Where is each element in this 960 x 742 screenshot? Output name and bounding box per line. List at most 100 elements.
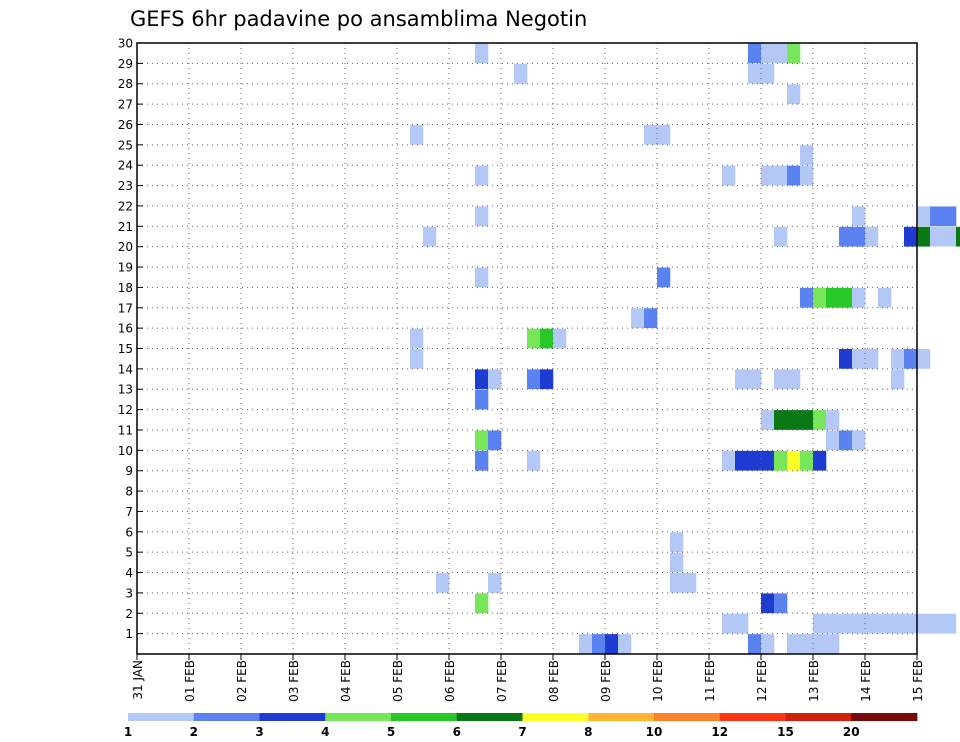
heatmap-cell bbox=[839, 613, 853, 634]
heatmap-cell bbox=[800, 165, 814, 186]
y-tick-label: 1 bbox=[125, 627, 133, 641]
heatmap-cell bbox=[722, 450, 736, 471]
colorbar-swatch bbox=[259, 713, 326, 721]
colorbar-swatch bbox=[193, 713, 260, 721]
colorbar-swatch bbox=[654, 713, 721, 721]
x-tick-label: 08 FEB bbox=[547, 660, 561, 702]
heatmap-cell bbox=[930, 613, 944, 634]
heatmap-cell bbox=[644, 308, 658, 329]
x-tick-label: 31 JAN bbox=[131, 660, 145, 700]
heatmap-cell bbox=[475, 430, 489, 451]
heatmap-cell bbox=[930, 206, 944, 227]
heatmap-cell bbox=[657, 267, 671, 288]
heatmap-cell bbox=[761, 63, 775, 84]
y-tick-label: 18 bbox=[118, 281, 133, 295]
heatmap-cell bbox=[761, 43, 775, 64]
heatmap-cell bbox=[852, 349, 866, 369]
colorbar-label: 10 bbox=[646, 725, 663, 739]
heatmap-cell bbox=[423, 226, 437, 247]
colorbar-label: 15 bbox=[777, 725, 794, 739]
x-tick-label: 05 FEB bbox=[391, 660, 405, 702]
x-axis: 31 JAN 01 FEB 02 FEB 03 FEB 04 FEB 05 FEB 06 F… bbox=[131, 654, 925, 702]
heatmap-cell bbox=[540, 328, 554, 349]
heatmap-cell bbox=[943, 226, 957, 247]
y-tick-label: 26 bbox=[118, 118, 133, 132]
heatmap-cell bbox=[748, 43, 762, 64]
heatmap-cell bbox=[826, 430, 840, 451]
y-tick-label: 10 bbox=[118, 444, 133, 458]
colorbar-label: 7 bbox=[518, 725, 526, 739]
heatmap-cell bbox=[475, 165, 489, 186]
heatmap-cell bbox=[670, 552, 684, 573]
heatmap-cell bbox=[813, 613, 827, 634]
heatmap-cell bbox=[774, 369, 788, 390]
heatmap-cell bbox=[605, 634, 619, 654]
x-tick-label: 13 FEB bbox=[807, 660, 821, 702]
y-tick-label: 23 bbox=[118, 179, 133, 193]
colorbar-label: 12 bbox=[711, 725, 728, 739]
heatmap-cell bbox=[800, 145, 814, 166]
heatmap-cell bbox=[943, 206, 957, 227]
y-tick-label: 5 bbox=[125, 546, 133, 560]
x-tick-label: 11 FEB bbox=[703, 660, 717, 702]
heatmap-cell bbox=[540, 369, 554, 390]
heatmap-cell bbox=[722, 613, 736, 634]
heatmap-cell bbox=[891, 349, 905, 369]
colorbar-swatch bbox=[851, 713, 918, 721]
heatmap-cell bbox=[930, 226, 944, 247]
heatmap-cell bbox=[839, 349, 853, 369]
heatmap-cell bbox=[488, 573, 502, 593]
heatmap-cell bbox=[579, 634, 593, 654]
x-tick-label: 09 FEB bbox=[599, 660, 613, 702]
colorbar-swatch bbox=[391, 713, 458, 721]
y-tick-label: 30 bbox=[118, 37, 133, 51]
heatmap-cell bbox=[722, 165, 736, 186]
y-tick-label: 11 bbox=[118, 423, 133, 437]
heatmap-cell bbox=[774, 450, 788, 471]
heatmap-cell bbox=[657, 124, 671, 145]
heatmap-cell bbox=[527, 450, 541, 471]
heatmap-cells bbox=[410, 43, 960, 654]
y-tick-label: 24 bbox=[118, 159, 133, 173]
heatmap-cell bbox=[943, 613, 957, 634]
heatmap-cell bbox=[800, 410, 814, 430]
y-tick-label: 9 bbox=[125, 464, 133, 478]
y-tick-label: 17 bbox=[118, 301, 133, 315]
heatmap-cell bbox=[787, 84, 801, 104]
y-tick-label: 27 bbox=[118, 98, 133, 112]
y-tick-label: 19 bbox=[118, 261, 133, 275]
y-tick-label: 14 bbox=[118, 362, 133, 376]
y-tick-label: 16 bbox=[118, 322, 133, 336]
heatmap-cell bbox=[631, 308, 645, 329]
x-tick-label: 07 FEB bbox=[495, 660, 509, 702]
colorbar-swatch bbox=[588, 713, 655, 721]
heatmap-cell bbox=[956, 226, 960, 247]
heatmap-cell bbox=[527, 328, 541, 349]
heatmap-cell bbox=[813, 287, 827, 308]
y-axis: 1234567891011121314151617181920212223242… bbox=[118, 37, 143, 641]
heatmap-cell bbox=[748, 63, 762, 84]
heatmap-cell bbox=[891, 369, 905, 390]
heatmap-cell bbox=[475, 389, 489, 410]
heatmap-cell bbox=[787, 43, 801, 64]
heatmap-cell bbox=[839, 226, 853, 247]
heatmap-cell bbox=[826, 410, 840, 430]
heatmap-cell bbox=[683, 573, 697, 593]
colorbar-swatch bbox=[719, 713, 786, 721]
colorbar-swatch bbox=[325, 713, 392, 721]
x-tick-label: 10 FEB bbox=[651, 660, 665, 702]
heatmap-cell bbox=[865, 613, 879, 634]
heatmap-cell bbox=[826, 287, 840, 308]
heatmap-cell bbox=[774, 226, 788, 247]
heatmap-cell bbox=[488, 430, 502, 451]
heatmap-cell bbox=[410, 124, 424, 145]
heatmap-cell bbox=[917, 349, 931, 369]
y-tick-label: 15 bbox=[118, 342, 133, 356]
heatmap-cell bbox=[917, 226, 931, 247]
heatmap-cell bbox=[800, 450, 814, 471]
heatmap-cell bbox=[878, 613, 892, 634]
colorbar-swatch bbox=[522, 713, 589, 721]
heatmap-cell bbox=[735, 450, 749, 471]
colorbar-swatch bbox=[456, 713, 523, 721]
